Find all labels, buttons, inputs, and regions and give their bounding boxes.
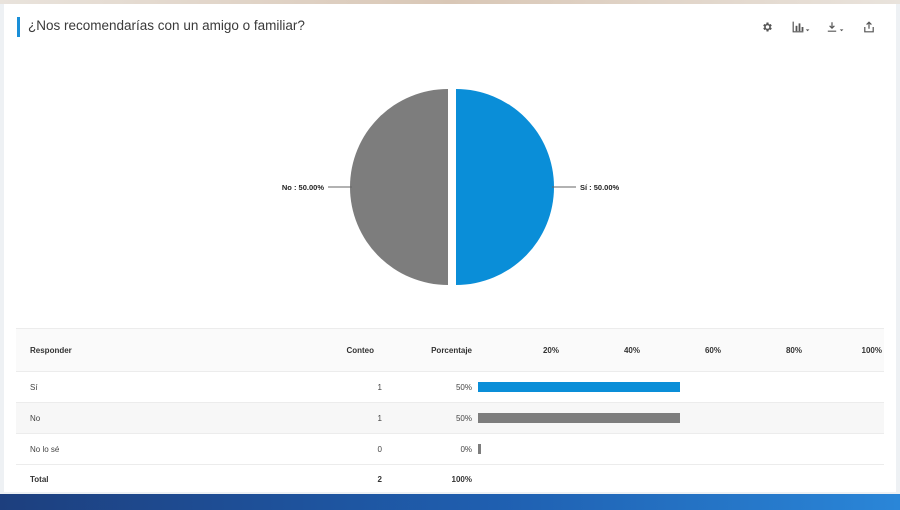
bottom-gradient-band (0, 494, 900, 510)
total-label: Total (30, 474, 49, 484)
table-row-no: No 1 50% (16, 403, 884, 434)
pie-slice-no[interactable] (350, 89, 448, 285)
pie-chart: Sí : 50.00% No : 50.00% (282, 89, 620, 285)
row-count: 1 (377, 382, 382, 392)
percent-bar-si (478, 382, 680, 392)
pie-slice-sí[interactable] (456, 89, 554, 285)
row-bar-area (478, 372, 882, 402)
table-row-si: Sí 1 50% (16, 372, 884, 403)
row-count: 0 (377, 444, 382, 454)
pie-label-sí: Sí : 50.00% (580, 183, 620, 192)
row-label: No lo sé (30, 444, 60, 454)
percent-scale: 20% 40% 60% 80% 100% (478, 329, 882, 371)
gear-icon (761, 21, 773, 33)
total-percent: 100% (451, 474, 472, 484)
row-bar-area (478, 403, 882, 433)
row-label: No (30, 413, 41, 423)
row-label: Sí (30, 382, 38, 392)
download-button[interactable] (824, 16, 846, 38)
chart-type-button[interactable] (790, 16, 812, 38)
report-toolbar (756, 16, 880, 38)
table-header-row: Responder Conteo Porcentaje 20% 40% 60% … (16, 328, 884, 372)
title-accent-bar (17, 17, 20, 37)
percent-bar-no (478, 413, 680, 423)
row-percent: 50% (455, 413, 472, 423)
table-total-row: Total 2 100% (16, 465, 884, 493)
settings-button[interactable] (756, 16, 778, 38)
scale-label-60: 60% (704, 345, 721, 355)
results-table: Responder Conteo Porcentaje 20% 40% 60% … (16, 328, 884, 493)
scale-label-20: 20% (542, 345, 559, 355)
table-row-no-lo-se: No lo sé 0 0% (16, 434, 884, 465)
download-icon (826, 21, 844, 33)
share-icon (863, 21, 875, 33)
scale-label-100: 100% (861, 345, 882, 355)
question-report-panel: ¿Nos recomendarías con un amigo o famili… (4, 4, 896, 492)
question-title: ¿Nos recomendarías con un amigo o famili… (28, 18, 305, 33)
pie-label-no: No : 50.00% (282, 183, 324, 192)
header-response: Responder (30, 345, 72, 355)
header-percent: Porcentaje (431, 345, 472, 355)
chart-type-icon (792, 21, 810, 33)
total-count: 2 (377, 474, 382, 484)
row-percent: 0% (460, 444, 472, 454)
scale-label-80: 80% (785, 345, 802, 355)
header-count: Conteo (346, 345, 374, 355)
top-strip (0, 0, 900, 4)
row-percent: 50% (455, 382, 472, 392)
percent-bar-no-lo-se (478, 444, 481, 454)
share-button[interactable] (858, 16, 880, 38)
scale-label-40: 40% (623, 345, 640, 355)
row-bar-area (478, 434, 882, 464)
row-count: 1 (377, 413, 382, 423)
